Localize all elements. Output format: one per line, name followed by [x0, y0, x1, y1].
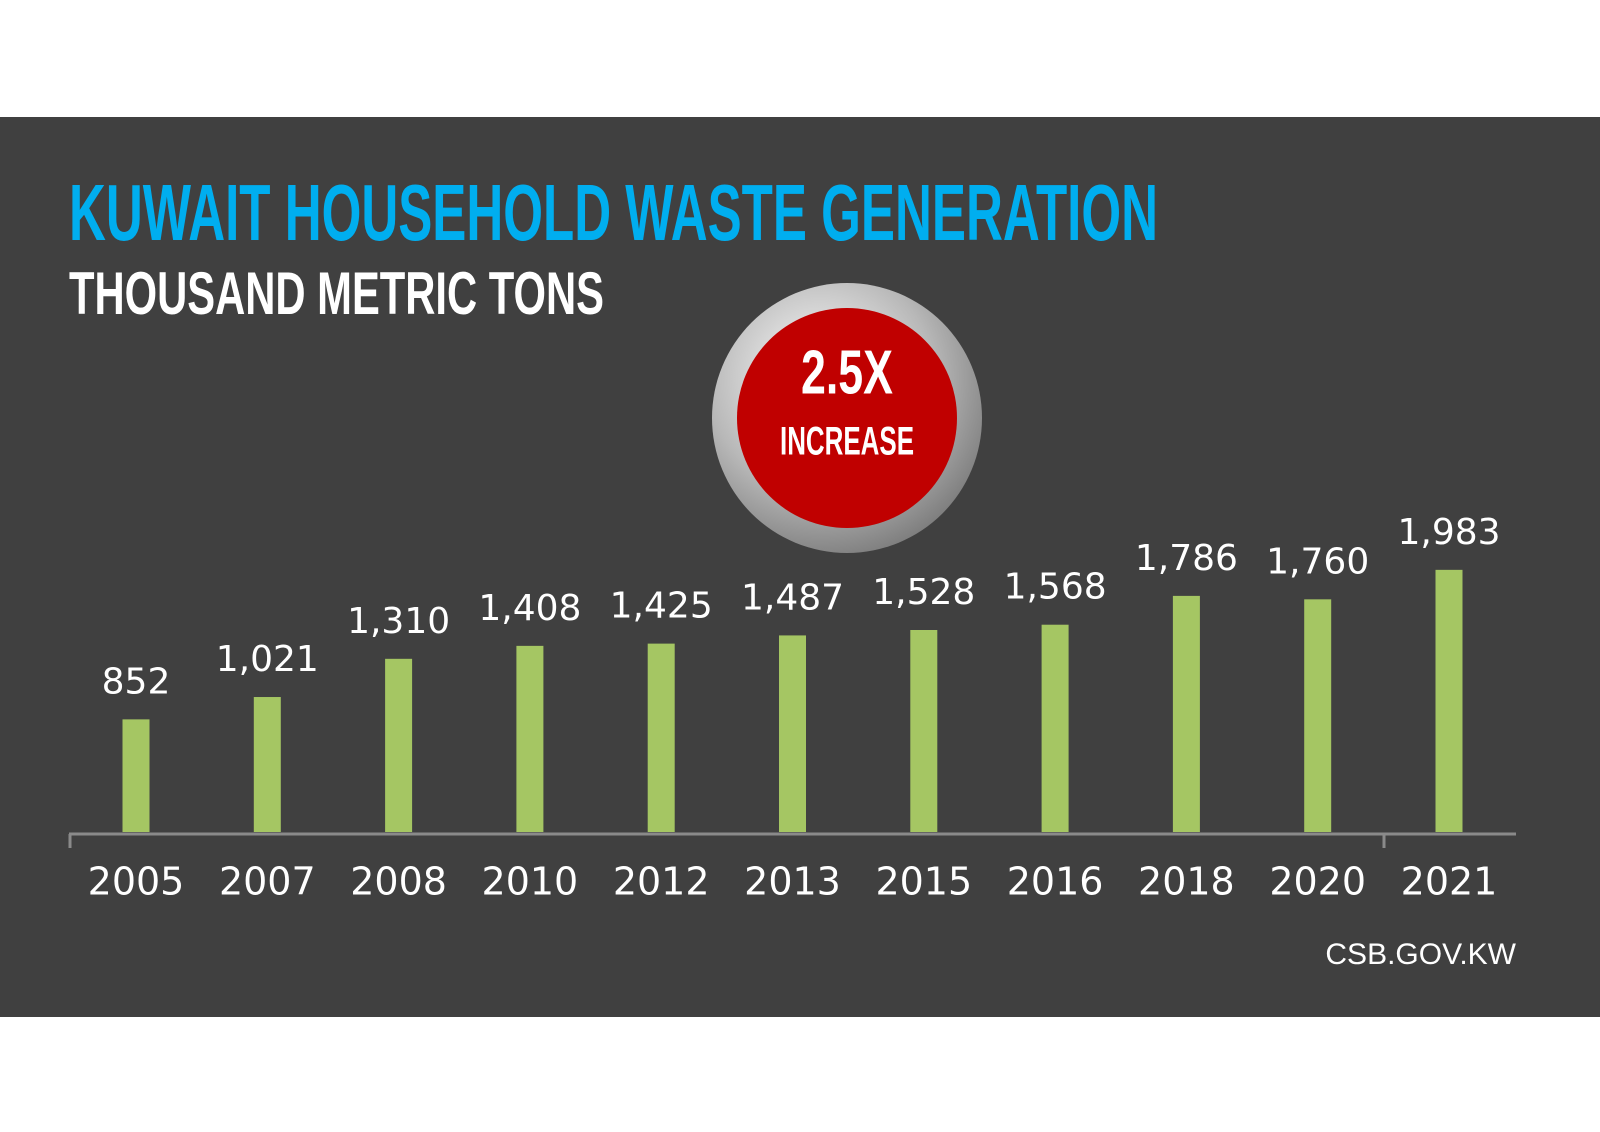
badge-label: INCREASE [780, 420, 914, 464]
x-tick-label: 2013 [744, 860, 841, 904]
x-tick-label: 2008 [350, 860, 447, 904]
x-tick-label: 2020 [1269, 860, 1366, 904]
value-label: 1,568 [1004, 567, 1107, 608]
value-label: 1,021 [216, 639, 319, 680]
bar [779, 635, 806, 832]
badge [737, 308, 957, 528]
x-tick-label: 2012 [613, 860, 710, 904]
value-label: 1,528 [872, 572, 975, 613]
value-label: 1,760 [1266, 541, 1369, 582]
bar [1041, 624, 1069, 832]
x-tick-label: 2021 [1401, 860, 1498, 904]
background-band [0, 117, 1600, 1017]
value-label: 1,425 [610, 586, 713, 627]
bar [1304, 599, 1332, 832]
x-tick-label: 2007 [219, 860, 316, 904]
chart-subtitle: THOUSAND METRIC TONS [69, 260, 604, 327]
source: CSB.GOV.KW [1325, 938, 1516, 971]
bar [385, 658, 413, 832]
bar [1435, 569, 1463, 832]
bar [910, 629, 938, 832]
badge-value: 2.5X [801, 338, 893, 407]
x-tick-label: 2018 [1138, 860, 1235, 904]
bar [516, 645, 544, 832]
value-label: 1,487 [741, 577, 844, 618]
chart-title: KUWAIT HOUSEHOLD WASTE GENERATION [69, 168, 1158, 257]
bar [647, 643, 675, 832]
bar [1172, 595, 1200, 832]
value-label: 852 [102, 661, 171, 702]
x-tick-label: 2010 [482, 860, 579, 904]
value-label: 1,310 [347, 601, 450, 642]
bar [253, 697, 281, 832]
x-tick-label: 2005 [88, 860, 185, 904]
x-tick-label: 2015 [875, 860, 972, 904]
bar [122, 719, 150, 832]
value-label: 1,983 [1397, 512, 1500, 553]
value-label: 1,408 [478, 588, 581, 629]
x-tick-label: 2016 [1007, 860, 1104, 904]
value-label: 1,786 [1135, 538, 1238, 579]
